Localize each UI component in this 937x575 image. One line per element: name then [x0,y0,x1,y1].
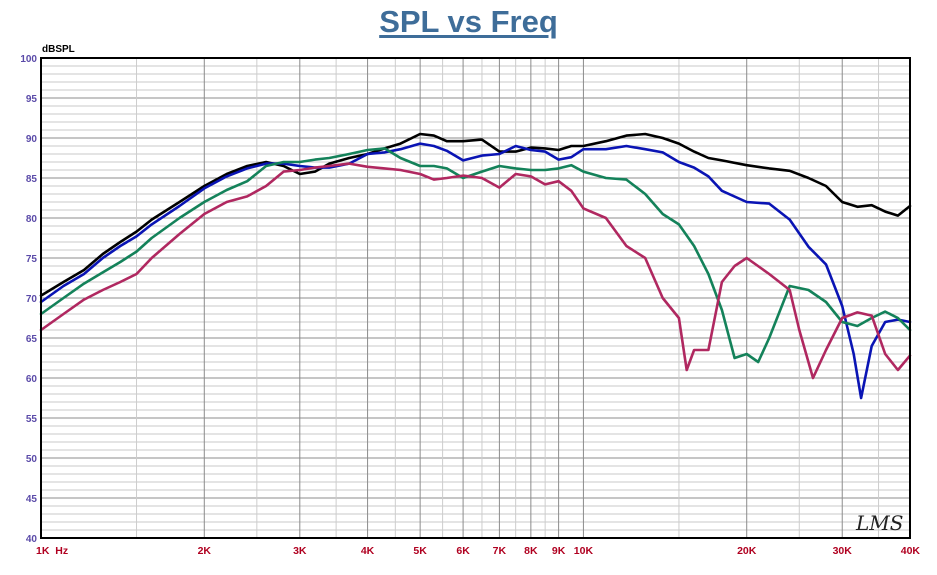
y-tick-label: 70 [26,294,38,305]
y-tick-label: 80 [26,214,38,225]
y-tick-label: 55 [26,414,38,425]
y-tick-label: 60 [26,374,38,385]
x-tick-label: 10K [574,545,594,557]
y-tick-label: 50 [26,454,38,465]
series-line-4 [39,162,912,380]
y-tick-label: 75 [26,254,38,265]
grid-lines [40,57,911,539]
y-tick-label: 95 [26,94,38,105]
x-tick-label: 6K [456,545,470,557]
y-tick-label: 65 [26,334,38,345]
y-axis-ticks: 40 45 50 55 60 65 70 75 80 85 90 95 100 [20,54,37,545]
chart-title: SPL vs Freq [379,4,558,39]
series-line-2 [39,142,912,400]
x-tick-label: 2K [198,545,212,557]
y-tick-label: 40 [26,534,38,545]
x-tick-label: 5K [413,545,427,557]
x-tick-label: 3K [293,545,307,557]
series-line-1 [39,132,912,297]
x-tick-label: 7K [493,545,507,557]
series-layer [39,132,912,400]
x-axis-ticks: 1K Hz 2K 3K 4K 5K 6K 7K 8K 9K 10K 20K 30K 40K [36,545,920,557]
y-tick-label: 100 [20,54,37,65]
x-tick-label: 4K [361,545,375,557]
x-tick-label: 8K [524,545,538,557]
y-tick-label: 90 [26,134,38,145]
x-tick-label: 20K [737,545,757,557]
lms-logo: LMS [855,511,903,535]
y-tick-label: 85 [26,174,38,185]
x-tick-label: 1K Hz [36,545,68,557]
y-axis-unit-label: dBSPL [42,44,75,55]
x-tick-label: 9K [552,545,566,557]
x-tick-label: 40K [901,545,921,557]
x-tick-label: 30K [833,545,853,557]
y-tick-label: 45 [26,494,38,505]
series-line-3 [39,147,912,364]
plot-frame [40,57,911,539]
